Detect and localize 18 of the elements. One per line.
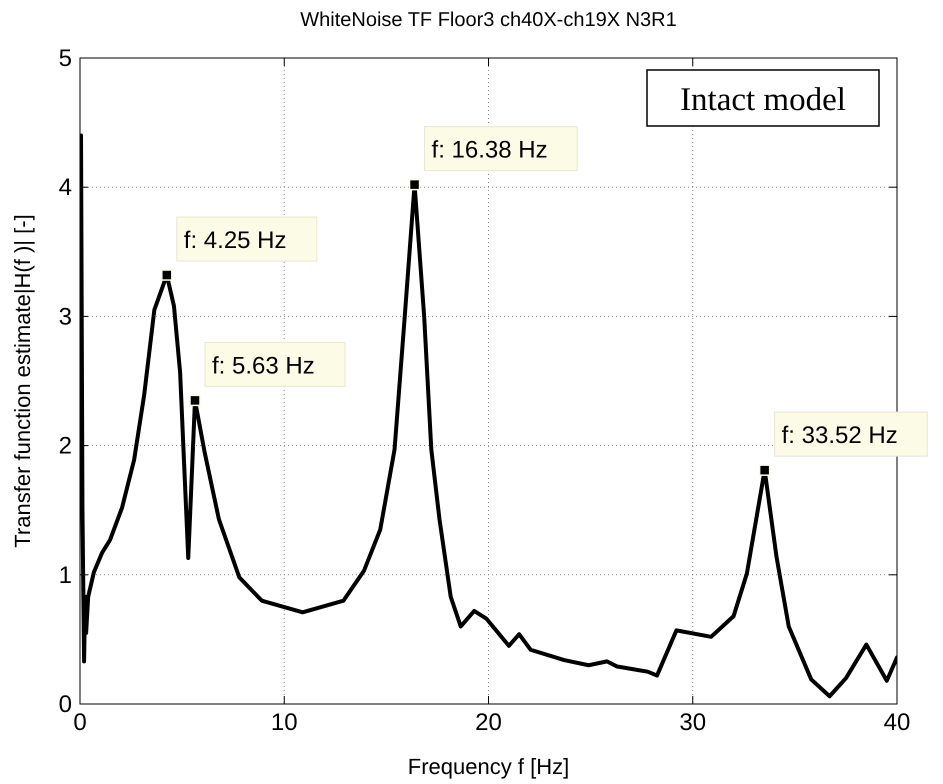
annotation: f: 16.38 Hz: [432, 136, 548, 164]
x-axis-title: Frequency f [Hz]: [408, 754, 570, 779]
y-tick-label: 3: [58, 303, 72, 330]
annotation: f: 5.63 Hz: [212, 352, 315, 380]
chart-title: WhiteNoise TF Floor3 ch40X-ch19X N3R1: [300, 9, 677, 31]
y-tick-label: 5: [58, 45, 72, 72]
x-tick-label: 20: [475, 709, 502, 736]
y-tick-label: 4: [58, 174, 72, 202]
x-tick-label: 10: [270, 709, 298, 736]
x-tick-label: 40: [884, 709, 910, 736]
y-tick-label: 1: [58, 562, 72, 589]
y-tick-label: 0: [58, 691, 72, 718]
annotation: f: 4.25 Hz: [184, 227, 287, 254]
y-axis-title: Transfer function estimate|H(f )| [-]: [10, 214, 35, 548]
x-tick-label: 30: [679, 709, 706, 736]
annotation: f: 33.52 Hz: [782, 422, 898, 450]
annotation: Intact model: [680, 82, 846, 118]
y-tick-label: 2: [58, 432, 72, 460]
